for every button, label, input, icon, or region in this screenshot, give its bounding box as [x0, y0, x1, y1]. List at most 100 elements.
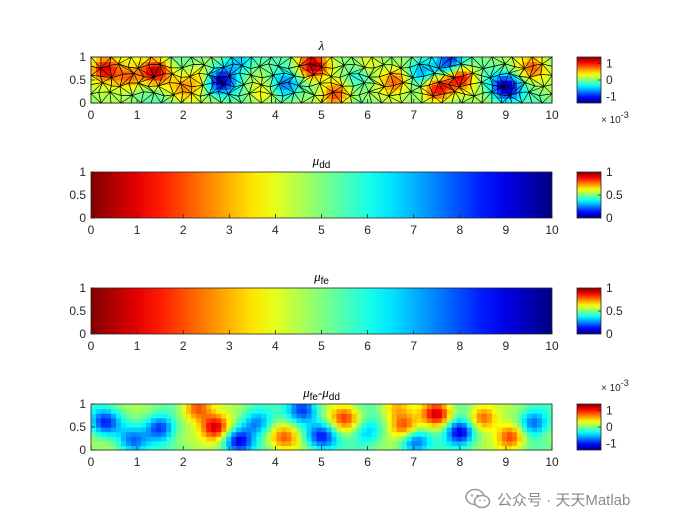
- heatmap-cell: [121, 413, 127, 419]
- heatmap-cell: [496, 440, 503, 446]
- x-tick-label: 5: [318, 339, 325, 353]
- heatmap-cell: [256, 427, 262, 433]
- heatmap-cell: [536, 408, 543, 414]
- heatmap-cell: [171, 427, 177, 433]
- heatmap-cell: [431, 413, 438, 419]
- heatmap-cell: [156, 75, 162, 81]
- heatmap-cell: [536, 66, 543, 72]
- heatmap-cell: [381, 431, 388, 437]
- heatmap-cell: [181, 70, 187, 76]
- heatmap-cell: [436, 427, 443, 433]
- heatmap-cell: [506, 404, 513, 410]
- heatmap-cell: [426, 440, 433, 446]
- heatmap-cell: [296, 404, 303, 410]
- heatmap-cell: [96, 413, 102, 419]
- heatmap-cell: [331, 445, 338, 451]
- heatmap-cell: [441, 75, 448, 81]
- heatmap-cell: [171, 98, 177, 104]
- heatmap-cell: [531, 93, 538, 99]
- heatmap-cell: [236, 417, 242, 423]
- heatmap-cell: [391, 93, 398, 99]
- heatmap-cell: [261, 404, 267, 410]
- heatmap-cell: [101, 84, 107, 90]
- heatmap-cell: [251, 440, 257, 446]
- heatmap-cell: [236, 57, 242, 63]
- x-tick-label: 8: [456, 223, 463, 237]
- heatmap-cell: [431, 431, 438, 437]
- heatmap-cell: [286, 422, 293, 428]
- heatmap-cell: [291, 440, 298, 446]
- heatmap-cell: [331, 436, 338, 442]
- heatmap-cell: [511, 93, 518, 99]
- x-tick-label: 2: [180, 223, 187, 237]
- heatmap-cell: [211, 70, 217, 76]
- heatmap-cell: [91, 66, 97, 72]
- heatmap-cell: [291, 98, 298, 104]
- heatmap-cell: [261, 89, 267, 95]
- heatmap-cell: [276, 408, 283, 414]
- heatmap-cell: [321, 436, 328, 442]
- heatmap-cell: [521, 431, 528, 437]
- heatmap-cell: [376, 61, 383, 67]
- x-tick-label: 2: [180, 339, 187, 353]
- heatmap-cell: [396, 89, 403, 95]
- heatmap-cell: [491, 427, 498, 433]
- heatmap-cell: [466, 404, 473, 410]
- heatmap-cell: [361, 431, 368, 437]
- heatmap-cell: [461, 84, 468, 90]
- heatmap-cell: [96, 427, 102, 433]
- heatmap-cell: [321, 404, 328, 410]
- heatmap-cell: [136, 408, 142, 414]
- heatmap-cell: [321, 84, 328, 90]
- heatmap-cell: [271, 84, 278, 90]
- heatmap-cell: [501, 75, 508, 81]
- panel-title-part: -μ: [318, 385, 329, 400]
- heatmap-cell: [131, 66, 137, 72]
- heatmap-cell: [291, 422, 298, 428]
- heatmap-cell: [496, 80, 503, 86]
- heatmap-cell: [341, 440, 348, 446]
- heatmap-cell: [131, 75, 137, 81]
- heatmap-cell: [206, 445, 212, 451]
- heatmap-cell: [111, 98, 117, 104]
- x-tick-label: 1: [134, 223, 141, 237]
- heatmap-cell: [366, 80, 373, 86]
- heatmap-cell: [276, 445, 283, 451]
- heatmap-cell: [96, 66, 102, 72]
- heatmap-cell: [286, 404, 293, 410]
- x-tick-label: 1: [134, 455, 141, 469]
- heatmap-cell: [326, 413, 333, 419]
- heatmap-cell: [241, 417, 247, 423]
- heatmap-cell: [541, 61, 548, 67]
- heatmap-cell: [526, 422, 533, 428]
- heatmap-cell: [361, 61, 368, 67]
- heatmap-cell: [126, 98, 132, 104]
- heatmap-cell: [346, 89, 353, 95]
- heatmap-cell: [446, 427, 453, 433]
- heatmap-cell: [366, 70, 373, 76]
- heatmap-cell: [246, 422, 252, 428]
- heatmap-cell: [501, 422, 508, 428]
- heatmap-cell: [356, 413, 363, 419]
- heatmap-cell: [101, 57, 107, 63]
- heatmap-cell: [491, 61, 498, 67]
- heatmap-cell: [416, 89, 423, 95]
- heatmap-cell: [526, 80, 533, 86]
- heatmap-cell: [221, 436, 227, 442]
- heatmap-cell: [271, 440, 278, 446]
- heatmap-cell: [106, 66, 112, 72]
- heatmap-cell: [386, 75, 393, 81]
- heatmap-cell: [446, 57, 453, 63]
- heatmap-cell: [376, 66, 383, 72]
- heatmap-cell: [136, 70, 142, 76]
- heatmap-cell: [366, 66, 373, 72]
- heatmap-cell: [481, 70, 488, 76]
- x-tick-label: 4: [272, 455, 279, 469]
- heatmap-cell: [91, 427, 97, 433]
- heatmap-cell: [496, 61, 503, 67]
- heatmap-cell: [186, 408, 192, 414]
- x-tick-label: 1: [134, 339, 141, 353]
- heatmap-cell: [431, 61, 438, 67]
- heatmap-cell: [96, 70, 102, 76]
